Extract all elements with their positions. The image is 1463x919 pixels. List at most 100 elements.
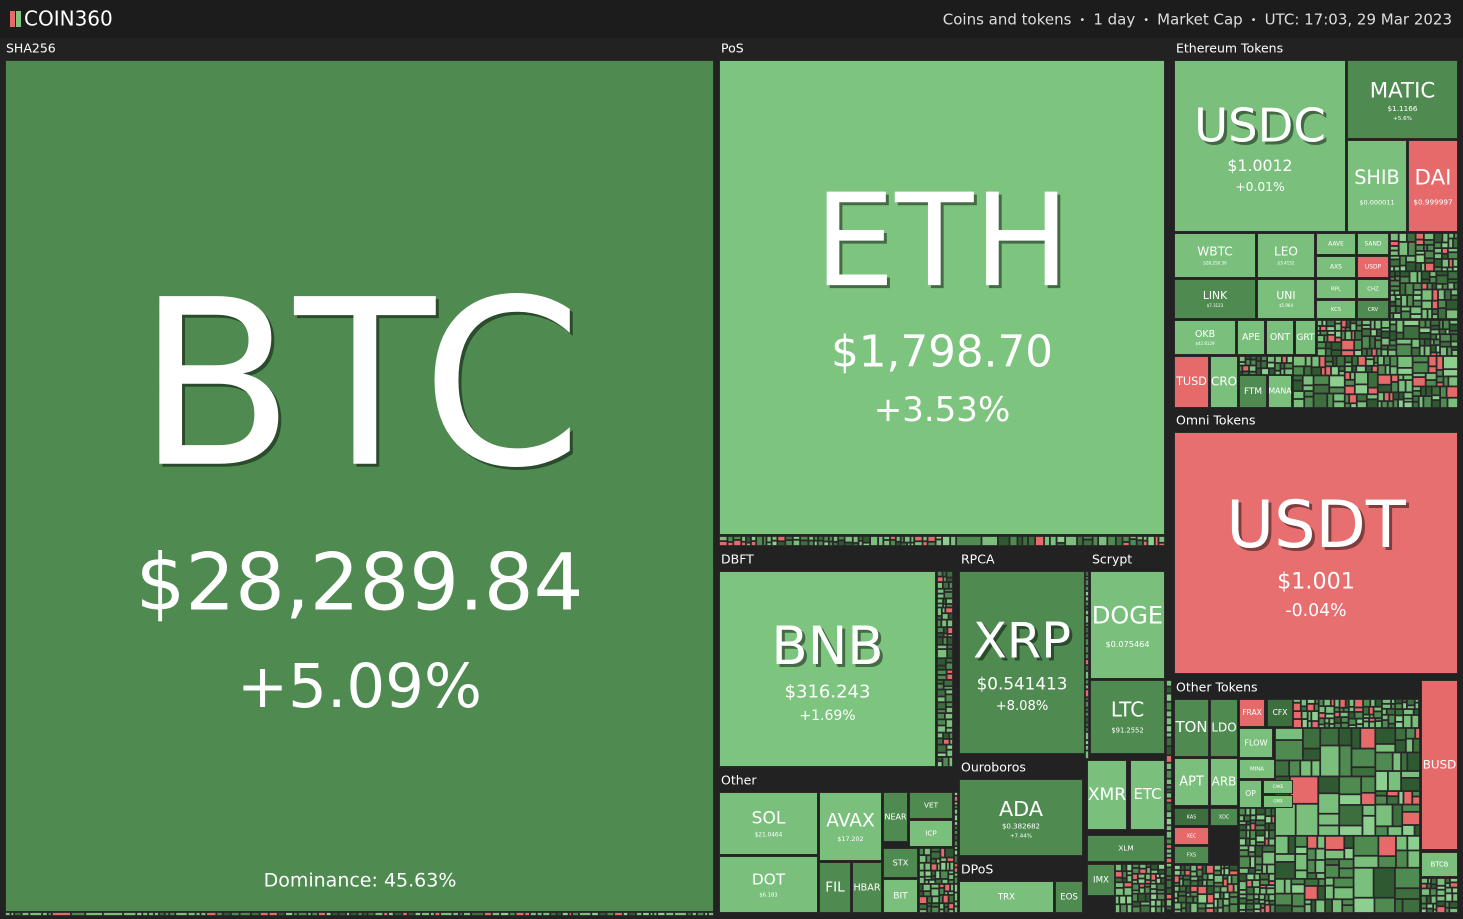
coin-tile[interactable] [1174, 320, 1236, 355]
filler-tile [1391, 703, 1396, 709]
coin-tile[interactable] [1174, 758, 1209, 806]
coin-tile[interactable] [1239, 780, 1262, 808]
coin-tile[interactable] [1421, 680, 1458, 850]
coin-tile[interactable] [819, 792, 882, 861]
filler-tile [1085, 712, 1089, 717]
coin-tile[interactable] [1257, 279, 1315, 319]
filler-tile [350, 912, 358, 916]
filler-tile [1295, 846, 1308, 854]
coin-tile[interactable] [1239, 759, 1275, 779]
coin-tile[interactable] [883, 879, 918, 913]
filler-tile [1412, 356, 1429, 363]
coin-tile[interactable] [1210, 808, 1238, 826]
coin-tile[interactable] [1090, 571, 1165, 679]
filter[interactable]: UTC: 17:03, 29 Mar 2023 [1265, 11, 1452, 29]
filler-tile [1246, 830, 1250, 839]
coin-tile[interactable] [1295, 320, 1316, 355]
coin-tile[interactable] [1357, 279, 1389, 299]
filler-tile [1375, 744, 1396, 753]
coin-tile[interactable] [1174, 356, 1209, 408]
logo[interactable]: COIN360 [24, 7, 113, 31]
filter[interactable]: Market Cap [1157, 11, 1243, 29]
coin-tile[interactable] [959, 571, 1085, 754]
filler-tile [1386, 791, 1399, 797]
coin-tile[interactable] [1257, 233, 1315, 278]
coin-tile[interactable] [1239, 699, 1265, 727]
coin-tile[interactable] [1174, 233, 1256, 278]
coin-tile[interactable] [5, 60, 714, 912]
filler-tile [1400, 283, 1406, 295]
coin-tile[interactable] [1239, 728, 1273, 758]
coin-tile[interactable] [883, 848, 918, 878]
filler-tile [1348, 725, 1357, 728]
coin-tile[interactable] [1055, 881, 1083, 913]
coin-tile[interactable] [1239, 375, 1267, 408]
filler-tile [148, 912, 154, 916]
coin-tile[interactable] [959, 881, 1054, 913]
filler-tile [1259, 879, 1269, 885]
coin-tile[interactable] [1174, 60, 1346, 232]
coin-tile[interactable] [959, 779, 1083, 856]
coin-tile[interactable] [719, 792, 818, 855]
coin-tile[interactable] [1421, 852, 1458, 877]
filler-tile [1345, 330, 1352, 340]
coin-tile[interactable] [1174, 846, 1209, 864]
filler-tile [1326, 320, 1335, 327]
coin-tile[interactable] [1174, 808, 1209, 826]
coin-change: +3.53% [874, 390, 1011, 430]
coin-tile[interactable] [852, 862, 882, 913]
coin-tile[interactable] [1087, 835, 1165, 862]
coin-tile[interactable] [1174, 432, 1458, 674]
coin-tile[interactable] [1357, 233, 1389, 255]
coin-tile[interactable] [1237, 320, 1265, 355]
coin-tile[interactable] [719, 571, 936, 767]
filler-tile [954, 883, 958, 893]
coin-tile[interactable] [1266, 320, 1294, 355]
coin-tile[interactable] [1268, 375, 1292, 408]
coin-tile[interactable] [1316, 233, 1356, 255]
filter[interactable]: 1 day [1093, 11, 1135, 29]
coin-tile[interactable] [1316, 300, 1356, 319]
filler-tile [1344, 356, 1352, 363]
coin-tile[interactable] [1174, 279, 1256, 319]
filler-tile [1436, 895, 1446, 902]
filler-tile [1333, 401, 1345, 408]
filler-tile [1085, 609, 1089, 616]
coin-tile[interactable] [719, 856, 818, 913]
filter[interactable]: Coins and tokens [943, 11, 1072, 29]
filler-tile [1325, 348, 1332, 356]
coin-tile[interactable] [819, 862, 851, 913]
coin-tile[interactable] [909, 792, 953, 819]
filler-tile [1413, 738, 1420, 753]
coin-symbol: CRV [1368, 307, 1379, 313]
coin-tile[interactable] [1316, 256, 1356, 278]
coin-tile[interactable] [1267, 699, 1293, 727]
filler-tile [1393, 392, 1399, 400]
coin-tile[interactable] [1210, 356, 1238, 408]
coin-tile[interactable] [1210, 699, 1238, 757]
filler-tile [946, 577, 953, 582]
coin-tile[interactable] [1408, 140, 1458, 232]
coin-tile[interactable] [1174, 827, 1209, 845]
coin-tile[interactable] [1130, 760, 1165, 830]
coin-tile[interactable] [1357, 300, 1389, 319]
filler-tile [1261, 356, 1268, 361]
coin-tile[interactable] [1087, 760, 1127, 830]
coin-tile[interactable] [883, 792, 908, 842]
filler-tile [1453, 238, 1458, 249]
coin-tile[interactable] [1347, 60, 1458, 139]
filler-tile [919, 848, 924, 856]
coin-tile[interactable] [1316, 279, 1356, 299]
coin-tile[interactable] [1210, 758, 1238, 806]
coin-tile[interactable] [1090, 680, 1165, 754]
coin-tile[interactable] [909, 820, 953, 847]
coin-tile[interactable] [1347, 140, 1407, 232]
filler-tile [1275, 728, 1303, 740]
coin-tile[interactable] [1263, 795, 1293, 808]
filler-tile [1092, 536, 1099, 546]
coin-tile[interactable] [1357, 256, 1389, 278]
coin-tile[interactable] [719, 60, 1165, 535]
coin-tile[interactable] [1174, 699, 1209, 757]
coin-tile[interactable] [1087, 864, 1115, 896]
coin-tile[interactable] [1263, 780, 1293, 794]
